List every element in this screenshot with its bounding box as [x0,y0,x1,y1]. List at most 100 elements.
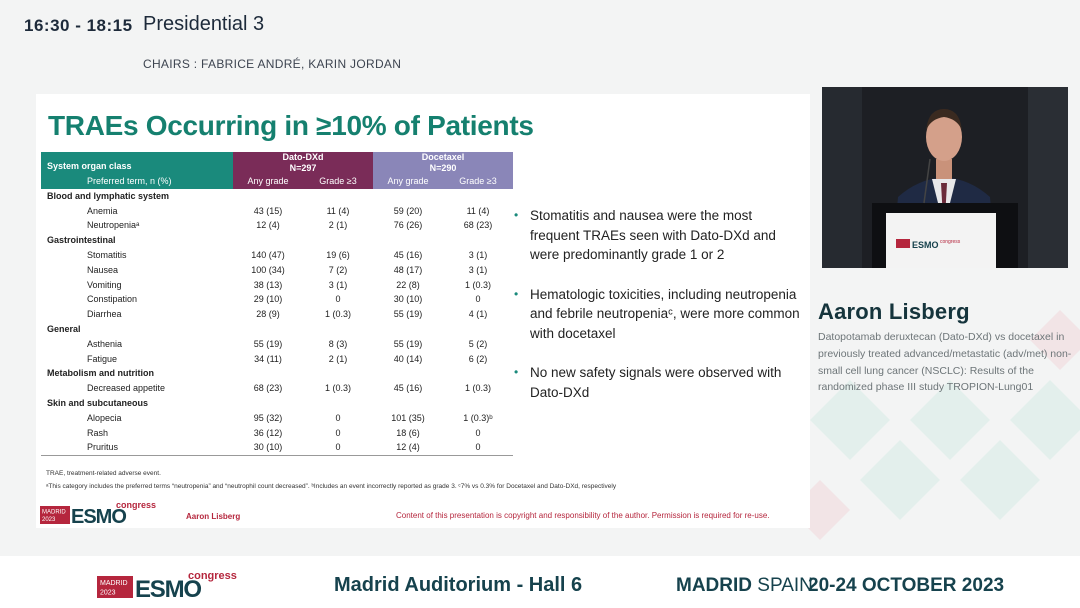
value-cell: 100 (34) [251,264,285,275]
bullet-item: • Hematologic toxicities, including neut… [514,285,804,344]
table-row: Decreased appetite 68 (23) 1 (0.3) 45 (1… [41,381,513,396]
term-cell: Constipation [87,294,138,305]
bullet-item: • Stomatitis and nausea were the most fr… [514,206,804,265]
category-label: General [47,323,81,334]
value-cell: 11 (4) [326,205,350,216]
value-cell: 0 [335,412,341,423]
category-row: Blood and lymphatic system [41,189,513,204]
category-label: Skin and subcutaneous [47,397,149,408]
category-label: Blood and lymphatic system [47,190,170,201]
table-row: Neutropeniaᵃ 12 (4) 2 (1) 76 (26) 68 (23… [41,218,513,233]
session-header: 16:30 - 18:15 Presidential 3 CHAIRS : FA… [0,0,1080,80]
value-cell: 55 (19) [393,309,423,320]
value-cell: 140 (47) [251,249,285,260]
value-cell: 3 (1) [468,264,488,275]
bullet-icon: • [514,365,519,379]
value-cell: 34 (11) [254,353,282,364]
speaker-video: ESMO congress [822,87,1068,268]
dato-n: N=297 [289,163,317,173]
value-cell: 7 (2) [328,264,348,275]
key-points: • Stomatitis and nausea were the most fr… [514,206,804,422]
value-cell: 11 (4) [466,205,490,216]
bullet-text: No new safety signals were observed with… [530,365,782,400]
city-label: MADRID SPAIN [676,575,813,597]
value-cell: 22 (8) [396,279,420,290]
value-cell: 68 (23) [463,220,493,231]
term-cell: Neutropeniaᵃ [87,220,140,231]
slide-title: TRAEs Occurring in ≥10% of Patients [48,110,534,141]
table-row: Diarrhea 28 (9) 1 (0.3) 55 (19) 4 (1) [41,307,513,322]
term-cell: Vomiting [87,279,122,290]
term-cell: Rash [87,427,109,438]
bullet-icon: • [514,286,519,301]
value-cell: 1 (0.3) [324,383,351,394]
speaker-name: Aaron Lisberg [818,299,970,324]
esmo-congress-logo: MADRID 2023 ESMO congress [40,500,156,524]
value-cell: 68 (23) [253,383,283,394]
session-title: Presidential 3 [143,13,265,35]
value-cell: 0 [475,294,481,305]
value-cell: 38 (13) [253,279,283,290]
table-row: Asthenia 55 (19) 8 (3) 55 (19) 5 (2) [41,337,513,352]
bullet-item: • No new safety signals were observed wi… [514,363,804,402]
value-cell: 30 (10) [393,294,423,305]
value-cell: 3 (1) [328,279,348,290]
session-chairs: CHAIRS : FABRICE ANDRÉ, KARIN JORDAN [143,57,402,71]
value-cell: 1 (0.3) [464,279,491,290]
table-row: Pruritus 30 (10) 0 12 (4) 0 [41,440,513,457]
value-cell: 1 (0.3) [464,383,491,394]
value-cell: 1 (0.3) [324,309,351,320]
footnote-details: ᵃThis category includes the preferred te… [46,483,617,490]
footer-logo-word: congress [188,570,237,582]
value-cell: 12 (4) [256,220,280,231]
podium-logo-word: congress [940,239,961,245]
term-cell: Decreased appetite [87,383,166,394]
session-time: 16:30 - 18:15 [24,16,133,35]
footnote-abbreviations: TRAE, treatment-related adverse event. [46,470,161,477]
background-pattern [790,310,1080,540]
docetaxel-name: Docetaxel [421,152,465,162]
value-cell: 5 (2) [468,338,488,349]
footer-esmo-logo: MADRID 2023 ESMO congress [97,570,237,598]
term-cell: Anemia [87,205,118,216]
footer-logo-brand: ESMO [135,576,201,598]
category-row: Metabolism and nutrition [41,366,513,381]
term-cell: Fatigue [87,353,118,364]
docetaxel-header: Docetaxel N=290 [373,152,513,174]
preferred-term-header: Preferred term, n (%) [41,174,233,189]
slide-author: Aaron Lisberg [186,512,241,521]
value-cell: 95 (32) [253,412,283,423]
value-cell: 45 (16) [393,383,423,394]
value-cell: 29 (10) [253,294,283,305]
category-label: Metabolism and nutrition [47,368,154,379]
event-dates: 20-24 OCTOBER 2023 [808,575,1005,596]
value-cell: 4 (1) [468,309,488,320]
table-row: Nausea 100 (34) 7 (2) 48 (17) 3 (1) [41,263,513,278]
value-cell: 30 (10) [233,440,303,457]
bullet-text: Hematologic toxicities, including neutro… [530,286,800,341]
category-label: Gastrointestinal [47,235,116,246]
event-footer: MADRID 2023 ESMO congress Madrid Auditor… [0,556,1080,608]
value-cell: 55 (19) [253,338,283,349]
venue-label: Madrid Auditorium - Hall 6 [334,574,583,596]
dato-name: Dato-DXd [282,152,324,162]
value-cell: 8 (3) [328,338,348,349]
value-cell: 0 [475,427,481,438]
term-cell: Pruritus [41,440,233,457]
value-cell: 76 (26) [393,220,423,231]
podium-logo-brand: ESMO [912,240,939,250]
category-row: Gastrointestinal [41,233,513,248]
value-cell: 0 [443,440,513,457]
logo-word: congress [116,500,156,510]
soc-header: System organ class [41,152,233,174]
dato-grade3-header: Grade ≥3 [303,174,373,189]
table-row: Stomatitis 140 (47) 19 (6) 45 (16) 3 (1) [41,248,513,263]
value-cell: 28 (9) [256,309,280,320]
logo-brand: ESMO [71,506,126,524]
logo-city: MADRID [42,510,66,516]
talk-title: Datopotamab deruxtecan (Dato-DXd) vs doc… [818,331,1072,394]
docetaxel-n: N=290 [429,163,457,173]
country-name: SPAIN [757,575,813,596]
value-cell: 45 (16) [393,249,423,260]
value-cell: 19 (6) [326,249,350,260]
